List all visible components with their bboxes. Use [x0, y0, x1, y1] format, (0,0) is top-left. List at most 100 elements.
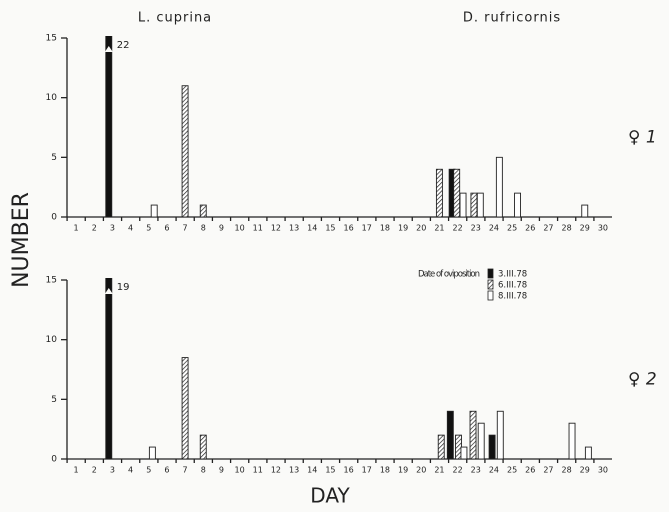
x-tick-label: 27	[543, 466, 553, 475]
x-tick-label: 6	[164, 466, 169, 475]
x-tick-label: 18	[380, 466, 390, 475]
bar	[105, 278, 113, 459]
x-tick-label: 11	[253, 466, 263, 475]
x-tick-label: 1	[74, 224, 79, 233]
bar	[469, 410, 477, 459]
x-tick-label: 18	[380, 224, 390, 233]
x-tick-label: 25	[507, 224, 517, 233]
x-tick-label: 21	[434, 224, 444, 233]
x-tick-label: 23	[471, 466, 481, 475]
x-tick-label: 9	[219, 224, 224, 233]
x-tick-label: 3	[110, 224, 115, 233]
legend-label: 6.III.78	[498, 281, 527, 291]
x-tick-label: 12	[271, 224, 281, 233]
bar	[435, 168, 443, 217]
panel-label: ♀ 2	[628, 370, 657, 390]
annotation: D. rufricornis	[463, 11, 561, 26]
bar	[460, 446, 468, 459]
legend-label: 8.III.78	[498, 292, 527, 302]
y-tick-label: 5	[51, 153, 57, 163]
value-label: 22	[117, 40, 130, 51]
y-tick-label: 10	[46, 93, 58, 103]
x-tick-label: 6	[164, 224, 169, 233]
bar	[568, 422, 576, 459]
bar	[446, 410, 454, 459]
legend-swatch	[487, 290, 494, 301]
bar	[181, 357, 189, 459]
x-tick-label: 30	[598, 466, 608, 475]
x-tick-label: 10	[234, 224, 244, 233]
x-tick-label: 29	[580, 224, 590, 233]
y-tick-label: 5	[51, 395, 57, 405]
bar	[150, 204, 158, 217]
bar	[181, 85, 189, 217]
x-tick-label: 19	[398, 466, 408, 475]
x-tick-label: 12	[271, 466, 281, 475]
bar	[470, 192, 478, 217]
x-tick-label: 15	[325, 466, 335, 475]
x-tick-label: 2	[92, 466, 97, 475]
break-mark	[104, 46, 113, 52]
x-tick-label: 23	[471, 224, 481, 233]
x-tick-label: 11	[253, 224, 263, 233]
y-tick-label: 15	[46, 34, 57, 44]
x-tick-label: 20	[416, 224, 426, 233]
x-tick-label: 20	[416, 466, 426, 475]
panel-label: ♀ 1	[628, 128, 657, 148]
x-tick-label: 25	[507, 466, 517, 475]
bar	[514, 192, 521, 217]
y-tick-label: 0	[51, 213, 57, 223]
x-tick-label: 14	[307, 224, 317, 233]
value-label: 19	[117, 282, 130, 293]
y-tick-label: 15	[46, 276, 57, 286]
legend-swatch	[487, 268, 494, 279]
x-tick-label: 21	[434, 466, 444, 475]
y-tick-label: 10	[46, 335, 58, 345]
bar	[453, 168, 461, 217]
x-tick-label: 13	[289, 466, 299, 475]
bar	[148, 446, 156, 459]
x-tick-label: 5	[146, 466, 151, 475]
x-tick-label: 7	[183, 224, 188, 233]
bar	[495, 156, 503, 217]
x-tick-label: 26	[525, 224, 535, 233]
x-tick-label: 10	[234, 466, 244, 475]
legend-swatch	[487, 279, 494, 290]
bar	[581, 204, 589, 217]
x-tick-label: 26	[525, 466, 535, 475]
x-tick-label: 17	[362, 466, 372, 475]
bar	[199, 434, 207, 459]
x-tick-label: 16	[343, 224, 353, 233]
bar	[477, 422, 485, 459]
x-tick-label: 30	[598, 224, 608, 233]
x-tick-label: 5	[146, 224, 151, 233]
bar	[437, 434, 445, 459]
x-tick-label: 22	[452, 466, 462, 475]
y-axis-label: NUMBER	[9, 192, 34, 288]
x-tick-label: 24	[489, 224, 499, 233]
x-tick-label: 28	[561, 466, 571, 475]
x-tick-label: 24	[489, 466, 499, 475]
x-tick-label: 28	[561, 224, 571, 233]
x-tick-label: 16	[343, 466, 353, 475]
y-tick-label: 0	[51, 455, 57, 465]
bar	[488, 434, 496, 459]
x-tick-label: 14	[307, 466, 317, 475]
x-tick-label: 8	[201, 224, 206, 233]
x-tick-label: 13	[289, 224, 299, 233]
break-mark	[104, 288, 113, 294]
x-tick-label: 9	[219, 466, 224, 475]
x-tick-label: 22	[452, 224, 462, 233]
x-tick-label: 1	[74, 466, 79, 475]
x-axis-label: DAY	[310, 484, 350, 508]
x-tick-label: 17	[362, 224, 372, 233]
bar	[459, 192, 467, 217]
x-tick-label: 15	[325, 224, 335, 233]
x-tick-label: 7	[183, 466, 188, 475]
x-tick-label: 29	[580, 466, 590, 475]
bar	[199, 204, 207, 217]
x-tick-label: 4	[128, 466, 133, 475]
bar	[105, 36, 113, 217]
legend-title: Date of oviposition	[418, 270, 480, 280]
